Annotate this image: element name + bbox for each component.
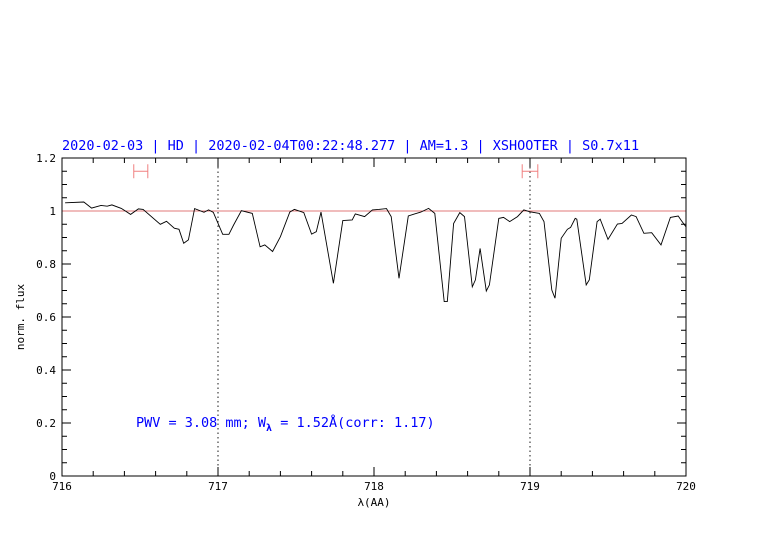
x-tick-label: 719	[520, 480, 540, 493]
x-tick-label: 718	[364, 480, 384, 493]
x-tick-label: 717	[208, 480, 228, 493]
pwv-annotation: PWV = 3.08 mm; Wλ = 1.52Å(corr: 1.17)	[136, 414, 435, 434]
spectrum-line	[65, 201, 687, 303]
x-tick-label: 720	[676, 480, 696, 493]
y-tick-label: 0.4	[36, 364, 56, 377]
y-axis-label: norm. flux	[14, 284, 27, 351]
x-tick-label: 716	[52, 480, 72, 493]
y-tick-label: 0.2	[36, 417, 56, 430]
x-axis-label: λ(AA)	[357, 496, 390, 509]
y-tick-label: 0	[49, 470, 56, 483]
y-tick-label: 0.8	[36, 258, 56, 271]
y-tick-label: 1.2	[36, 152, 56, 165]
y-tick-label: 1	[49, 205, 56, 218]
plot-frame	[61, 157, 687, 477]
chart-title: 2020-02-03 | HD | 2020-02-04T00:22:48.27…	[62, 138, 639, 154]
y-tick-label: 0.6	[36, 311, 56, 324]
